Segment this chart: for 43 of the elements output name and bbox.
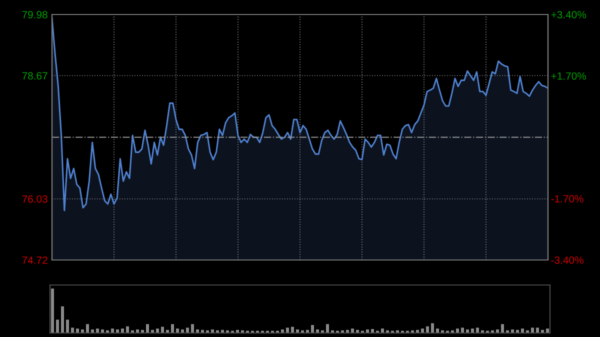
bar bbox=[111, 328, 114, 333]
bar bbox=[421, 328, 424, 333]
bar bbox=[51, 288, 54, 333]
bar bbox=[176, 328, 179, 333]
bar bbox=[476, 328, 479, 333]
bar bbox=[76, 328, 79, 333]
bar bbox=[66, 320, 69, 333]
y2-tick-label: -1.70% bbox=[551, 195, 584, 202]
bar bbox=[71, 328, 74, 333]
y2-tick-label: -3.40% bbox=[551, 256, 584, 264]
bar bbox=[146, 324, 149, 333]
bar bbox=[326, 324, 329, 333]
y2-tick-label: +3.40% bbox=[551, 11, 586, 18]
bar bbox=[171, 324, 174, 333]
y-tick-label: 78.67 bbox=[22, 72, 48, 80]
y-tick-label: 76.03 bbox=[22, 195, 48, 203]
bar bbox=[96, 328, 99, 333]
bar bbox=[546, 328, 549, 333]
y2-tick-label: +1.70% bbox=[551, 72, 586, 80]
bar bbox=[531, 328, 534, 333]
bar bbox=[286, 328, 289, 333]
bar bbox=[311, 325, 314, 333]
bar bbox=[186, 328, 189, 333]
bar bbox=[351, 328, 354, 333]
y-tick-label: 79.98 bbox=[22, 11, 48, 18]
bar bbox=[461, 328, 464, 333]
bar bbox=[426, 326, 429, 333]
bar bbox=[156, 328, 159, 333]
bar bbox=[471, 328, 474, 333]
bar bbox=[86, 324, 89, 333]
y-tick-label: 74.72 bbox=[22, 256, 48, 264]
bar bbox=[436, 328, 439, 333]
bar bbox=[56, 320, 59, 333]
bar bbox=[456, 328, 459, 333]
bar bbox=[381, 328, 384, 333]
bar bbox=[126, 326, 129, 333]
bar bbox=[121, 328, 124, 333]
bar bbox=[191, 324, 194, 333]
bar bbox=[501, 324, 504, 333]
bar bbox=[431, 323, 434, 333]
bar bbox=[536, 328, 539, 333]
bar bbox=[521, 328, 524, 333]
bar bbox=[61, 306, 64, 333]
